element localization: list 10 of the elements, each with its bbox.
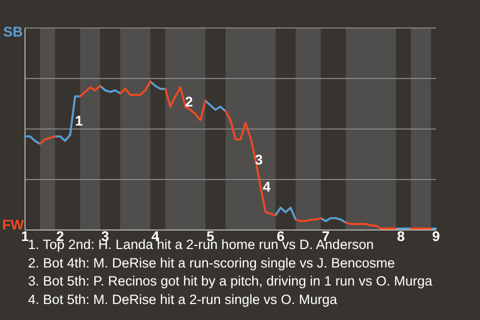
x-tick-label: 8 <box>397 228 406 244</box>
annotation: 1 <box>74 112 83 128</box>
text: SB <box>3 24 23 40</box>
text: 4. Bot 5th: M. DeRise hit a 2-run single vs O. Murga <box>28 292 338 307</box>
text: 3. Bot 5th: P. Recinos got hit by a pitch, driving in 1 run vs O. Murga <box>28 274 433 289</box>
annotation: 2 <box>185 93 194 110</box>
x-tick-label: 1 <box>21 228 30 244</box>
text: 2. Bot 4th: M. DeRise hit a run-scoring single vs J. Bencosme <box>28 255 395 270</box>
annotation: 4 <box>262 178 271 195</box>
x-tick-label: 9 <box>432 228 440 244</box>
